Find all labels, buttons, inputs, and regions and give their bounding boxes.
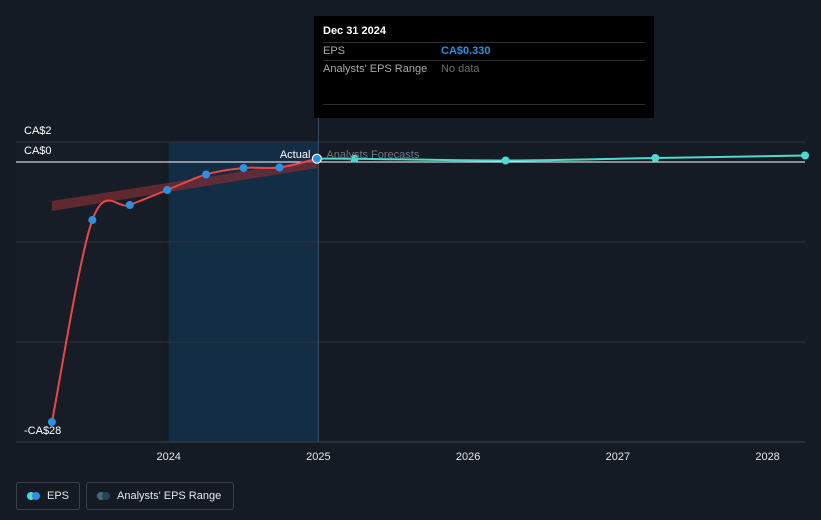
analyst-range-band — [51, 160, 317, 211]
eps-actual-point[interactable] — [275, 163, 284, 172]
eps-forecast-point[interactable] — [501, 156, 510, 165]
eps-forecast-point[interactable] — [651, 154, 660, 162]
legend-eps-label: EPS — [46, 490, 69, 502]
x-axis-labels: 2024 2025 2026 2027 2028 — [16, 441, 805, 463]
y-tick-label: CA$2 — [24, 125, 52, 137]
x-tick-label: 2025 — [306, 451, 330, 463]
selected-year-highlight — [168, 142, 319, 442]
eps-actual-point[interactable] — [311, 153, 323, 164]
tooltip-date: Dec 31 2024 — [323, 25, 386, 37]
past-shade — [16, 140, 162, 442]
legend-range-label: Analysts' EPS Range — [117, 490, 222, 502]
hover-tooltip: Dec 31 2024 EPS CA$0.330 Analysts' EPS R… — [314, 16, 654, 118]
actual-label: Actual — [280, 149, 311, 161]
y-tick-label: -CA$28 — [24, 425, 61, 437]
tooltip-range-value: No data — [441, 63, 480, 75]
eps-points — [47, 151, 809, 426]
eps-actual-point[interactable] — [202, 170, 211, 179]
legend-eps-button[interactable]: EPS — [16, 482, 80, 510]
x-tick-label: 2024 — [156, 451, 180, 463]
eps-actual-point[interactable] — [163, 186, 172, 194]
forecast-label: Analysts Forecasts — [326, 149, 419, 161]
tooltip-range-label: Analysts' EPS Range — [323, 63, 428, 75]
eps-actual-point[interactable] — [239, 164, 248, 172]
y-tick-label: CA$0 — [24, 145, 52, 157]
tooltip-row-eps: EPS CA$0.330 — [323, 42, 645, 60]
eps-forecast-point[interactable] — [801, 151, 809, 160]
tooltip-row-range: Analysts' EPS Range No data — [323, 60, 645, 78]
eps-forecast-point[interactable] — [350, 154, 359, 163]
eps-swatch-icon — [27, 492, 41, 500]
tooltip-footer-divider — [323, 104, 645, 105]
tooltip-eps-label: EPS — [323, 45, 346, 57]
eps-actual-point[interactable] — [88, 216, 97, 224]
eps-actual-point[interactable] — [125, 201, 134, 209]
tooltip-eps-value: CA$0.330 — [441, 45, 491, 57]
range-swatch-icon — [97, 492, 111, 500]
legend-range-button[interactable]: Analysts' EPS Range — [86, 482, 234, 510]
x-tick-label: 2026 — [456, 451, 480, 463]
eps-actual-point[interactable] — [47, 418, 56, 426]
y-axis-labels: CA$2 CA$0 -CA$28 — [24, 125, 61, 437]
x-tick-label: 2027 — [606, 451, 630, 463]
x-tick-label: 2028 — [755, 451, 779, 463]
